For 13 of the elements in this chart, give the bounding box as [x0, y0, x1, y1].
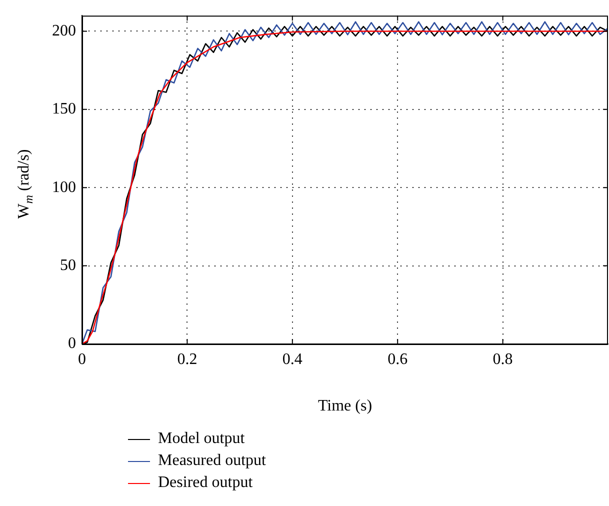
x-tick-label: 0.8 — [492, 350, 513, 368]
legend-label: Model output — [158, 430, 245, 448]
y-tick-label: 0 — [68, 335, 76, 352]
legend-label: Measured output — [158, 452, 266, 470]
x-tick-label: 0.6 — [388, 350, 408, 368]
x-tick-label: 0.4 — [282, 350, 302, 368]
y-tick-label: 150 — [52, 100, 76, 118]
x-axis-title: Time (s) — [318, 398, 372, 415]
x-tick-label: 0.2 — [177, 350, 198, 368]
legend-label: Desired output — [158, 474, 253, 492]
y-tick-label: 200 — [52, 22, 76, 40]
y-tick-label: 50 — [60, 257, 76, 274]
y-tick-label: 100 — [52, 178, 76, 196]
